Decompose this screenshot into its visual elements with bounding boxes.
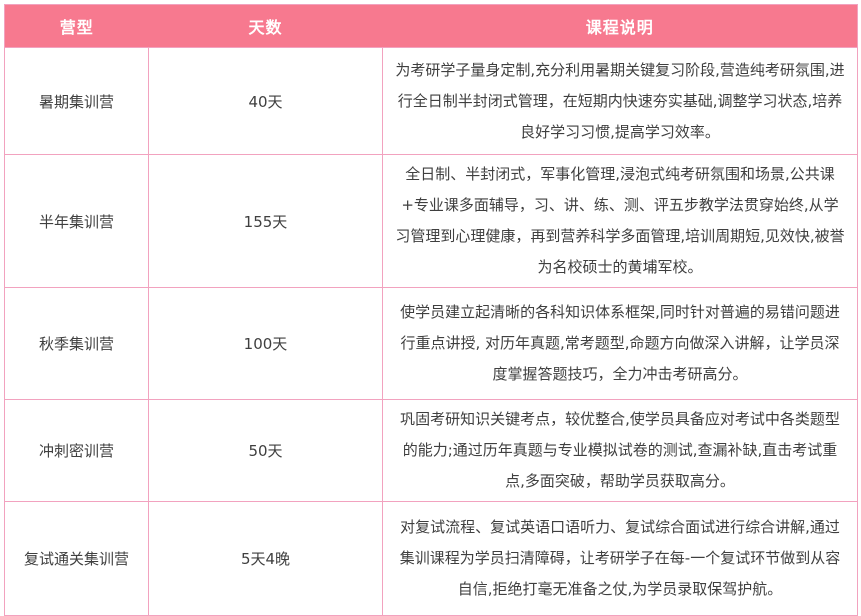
camp-type-cell: 冲刺密训营 bbox=[4, 399, 149, 502]
description-cell: 巩固考研知识关键考点，较优整合,使学员具备应对考试中各类题型的能力;通过历年真题… bbox=[382, 399, 858, 502]
days-cell: 100天 bbox=[148, 287, 383, 400]
table-row: 暑期集训营 40天 为考研学子量身定制,充分利用暑期关键复习阶段,营造纯考研氛围… bbox=[4, 47, 858, 155]
table-row: 复试通关集训营 5天4晚 对复试流程、复试英语口语听力、复试综合面试进行综合讲解… bbox=[4, 501, 858, 616]
days-cell: 50天 bbox=[148, 399, 383, 502]
course-table-container: 营型 天数 课程说明 暑期集训营 40天 为考研学子量身定制,充分利用暑期关键复… bbox=[4, 4, 858, 616]
column-header-days: 天数 bbox=[148, 4, 383, 48]
column-header-description: 课程说明 bbox=[382, 4, 858, 48]
column-header-camp-type: 营型 bbox=[4, 4, 149, 48]
camp-type-cell: 暑期集训营 bbox=[4, 47, 149, 155]
description-cell: 使学员建立起清晰的各科知识体系框架,同时针对普遍的易错问题进行重点讲授, 对历年… bbox=[382, 287, 858, 400]
days-cell: 5天4晚 bbox=[148, 501, 383, 616]
table-row: 冲刺密训营 50天 巩固考研知识关键考点，较优整合,使学员具备应对考试中各类题型… bbox=[4, 399, 858, 502]
camp-type-cell: 复试通关集训营 bbox=[4, 501, 149, 616]
days-cell: 155天 bbox=[148, 154, 383, 288]
table-header: 营型 天数 课程说明 bbox=[4, 4, 858, 48]
header-row: 营型 天数 课程说明 bbox=[4, 4, 858, 48]
table-row: 秋季集训营 100天 使学员建立起清晰的各科知识体系框架,同时针对普遍的易错问题… bbox=[4, 287, 858, 400]
table-body: 暑期集训营 40天 为考研学子量身定制,充分利用暑期关键复习阶段,营造纯考研氛围… bbox=[4, 47, 858, 616]
description-cell: 为考研学子量身定制,充分利用暑期关键复习阶段,营造纯考研氛围,进行全日制半封闭式… bbox=[382, 47, 858, 155]
camp-type-cell: 秋季集训营 bbox=[4, 287, 149, 400]
description-cell: 对复试流程、复试英语口语听力、复试综合面试进行综合讲解,通过集训课程为学员扫清障… bbox=[382, 501, 858, 616]
camp-type-cell: 半年集训营 bbox=[4, 154, 149, 288]
table-row: 半年集训营 155天 全日制、半封闭式，军事化管理,浸泡式纯考研氛围和场景,公共… bbox=[4, 154, 858, 288]
description-cell: 全日制、半封闭式，军事化管理,浸泡式纯考研氛围和场景,公共课+专业课多面辅导，习… bbox=[382, 154, 858, 288]
course-table: 营型 天数 课程说明 暑期集训营 40天 为考研学子量身定制,充分利用暑期关键复… bbox=[4, 4, 858, 616]
days-cell: 40天 bbox=[148, 47, 383, 155]
